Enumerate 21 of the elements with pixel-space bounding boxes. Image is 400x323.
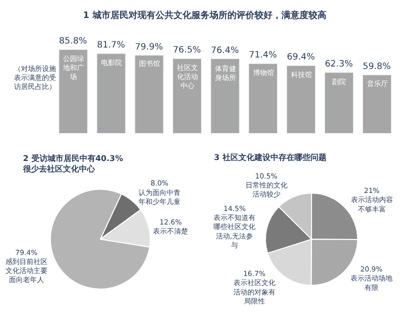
bar (96, 53, 126, 134)
chart-title: 1 城市居民对现有公共文化服务场所的评价较好，满意度较高 (83, 10, 326, 21)
data-label: 85.8% (59, 36, 88, 47)
chart-title: 2 受访城市居民中有40.3%很少去社区文化中心 (22, 153, 124, 174)
bar (362, 74, 392, 134)
bar (134, 55, 164, 134)
data-label: 71.4% (248, 50, 277, 61)
bar (210, 58, 240, 134)
bar (248, 63, 278, 134)
data-label: 69.4% (286, 52, 315, 63)
chart-title: 3 社区文化建设中存在哪些问题 (214, 153, 326, 162)
data-label: 62.3% (324, 60, 353, 70)
bar (172, 58, 202, 134)
bar (286, 65, 316, 134)
data-label: 81.7% (96, 40, 125, 51)
bar (324, 72, 354, 134)
data-label: 76.4% (210, 46, 239, 56)
bar (58, 49, 88, 134)
data-label: 79.9% (134, 42, 163, 52)
data-label: 76.5% (172, 46, 201, 56)
data-label: 59.8% (362, 62, 391, 72)
